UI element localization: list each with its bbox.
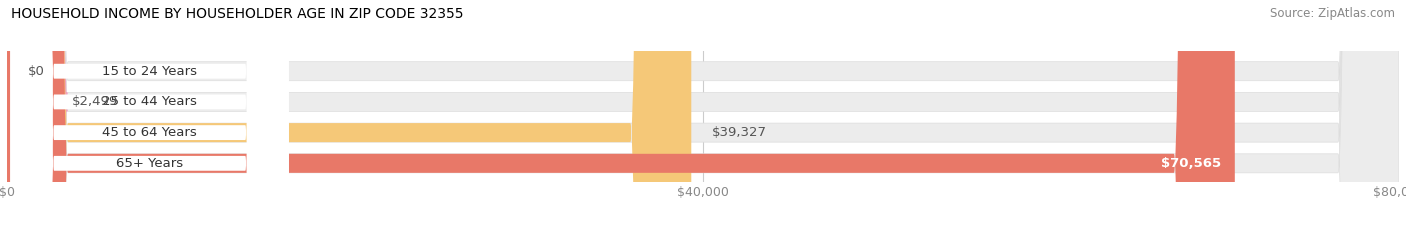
Text: 25 to 44 Years: 25 to 44 Years: [103, 96, 197, 108]
Text: $0: $0: [28, 65, 45, 78]
FancyBboxPatch shape: [7, 0, 1399, 233]
Text: $70,565: $70,565: [1161, 157, 1220, 170]
FancyBboxPatch shape: [7, 0, 692, 233]
Text: Source: ZipAtlas.com: Source: ZipAtlas.com: [1270, 7, 1395, 20]
Text: 15 to 24 Years: 15 to 24 Years: [103, 65, 197, 78]
FancyBboxPatch shape: [10, 0, 288, 233]
FancyBboxPatch shape: [0, 0, 67, 233]
Text: HOUSEHOLD INCOME BY HOUSEHOLDER AGE IN ZIP CODE 32355: HOUSEHOLD INCOME BY HOUSEHOLDER AGE IN Z…: [11, 7, 464, 21]
FancyBboxPatch shape: [7, 0, 1399, 233]
FancyBboxPatch shape: [10, 0, 288, 233]
FancyBboxPatch shape: [7, 0, 1234, 233]
FancyBboxPatch shape: [7, 0, 1399, 233]
FancyBboxPatch shape: [7, 0, 1399, 233]
FancyBboxPatch shape: [10, 0, 288, 233]
Text: $39,327: $39,327: [713, 126, 768, 139]
Text: 65+ Years: 65+ Years: [117, 157, 183, 170]
FancyBboxPatch shape: [10, 0, 288, 233]
Text: 45 to 64 Years: 45 to 64 Years: [103, 126, 197, 139]
Text: $2,499: $2,499: [72, 96, 118, 108]
